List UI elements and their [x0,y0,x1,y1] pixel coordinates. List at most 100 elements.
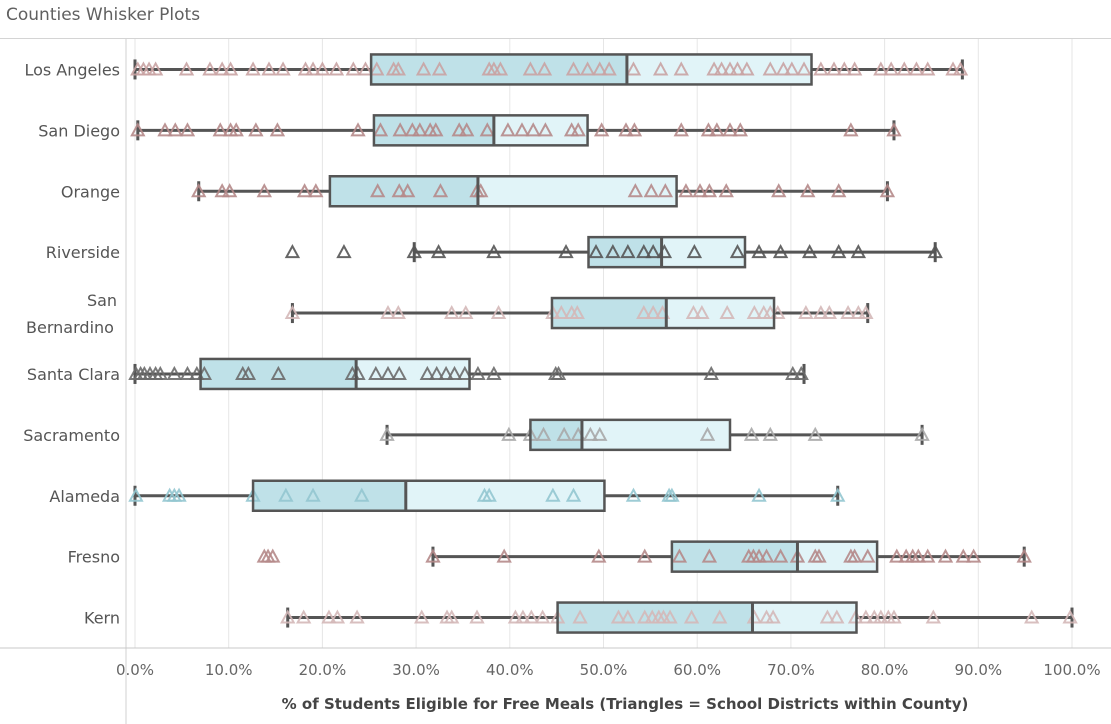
district-point [368,365,384,380]
category-label: San [87,291,117,310]
row-los-angeles: Los Angeles [24,53,969,86]
category-label: Sacramento [23,426,120,445]
box-outline [556,601,858,634]
district-point [952,61,969,76]
district-point [523,609,540,624]
district-point [328,61,345,76]
district-point [910,548,927,563]
district-point [821,304,838,320]
category-label: Santa Clara [27,365,120,384]
district-point [1024,609,1040,624]
district-point [819,609,836,624]
district-point [556,426,572,441]
district-point [743,426,760,441]
district-point [569,304,585,320]
district-point [683,609,700,624]
category-label: Kern [84,609,120,628]
district-point [428,122,444,137]
district-point [896,61,912,76]
box-lower-half [671,541,798,572]
district-point [645,244,661,259]
district-point [751,487,767,502]
district-point [751,548,767,563]
district-point [171,487,187,502]
row-santa-clara: Santa Clara [27,357,809,391]
x-tick-label: 80.0% [861,661,909,679]
district-point [248,122,264,137]
district-point [431,61,448,76]
district-point [305,487,321,502]
district-point [469,609,485,624]
district-point [840,304,856,320]
district-point [873,609,889,624]
district-point [314,61,331,76]
district-point [592,426,608,441]
district-point [686,244,703,259]
district-point [392,122,408,137]
district-point [280,609,296,624]
district-point [128,487,144,502]
district-point [813,61,829,76]
district-point [826,61,842,76]
district-point [336,244,352,259]
district-point [937,548,954,563]
district-point [419,365,436,380]
box-outline [251,479,606,512]
district-point [579,61,596,76]
district-point [425,548,441,563]
district-point [486,365,502,380]
district-point [850,304,867,320]
district-point [618,122,634,137]
district-point [771,183,787,198]
district-point [515,609,531,624]
district-point [222,61,239,76]
category-label: San Diego [38,121,120,140]
district-point [673,61,689,76]
district-point [369,61,385,76]
district-point [831,183,847,198]
district-point [514,122,530,137]
district-point [813,304,829,320]
district-point [354,487,370,502]
x-tick-label: 0.0% [116,661,154,679]
x-tick-label: 10.0% [205,661,253,679]
district-point [620,244,636,259]
district-point [284,244,301,259]
district-point [535,426,552,441]
district-point [1016,548,1032,563]
district-point [843,122,859,137]
district-point [713,61,730,76]
district-point [746,304,763,320]
district-point [732,122,748,137]
district-point [775,61,792,76]
district-point [522,61,539,76]
district-point [701,548,718,563]
axes [0,39,1111,724]
district-point [850,244,867,259]
district-point [147,61,164,76]
district-point [446,365,463,380]
district-point [801,244,818,259]
district-point [772,244,789,259]
box-upper-half [477,176,677,207]
district-point [305,61,321,76]
district-point [709,122,725,137]
district-point [722,122,738,137]
x-axis-ticks: 0.0% 10.0% 20.0% 30.0% 40.0% 50.0% 60.0% 70.0% 8… [116,661,1101,679]
box-upper-half [661,237,745,268]
district-point [798,304,814,320]
district-point [350,122,366,137]
district-point [593,122,610,137]
district-point [265,548,281,563]
district-point [444,609,460,624]
district-point [627,183,644,198]
district-point [762,61,778,76]
row-fresno: Fresno [68,540,1032,573]
row-san-diego: San Diego [38,114,902,147]
district-point [490,304,507,320]
district-point [214,183,230,198]
district-point [481,487,497,502]
district-point [261,61,277,76]
district-point [846,548,863,563]
district-point [700,122,717,137]
